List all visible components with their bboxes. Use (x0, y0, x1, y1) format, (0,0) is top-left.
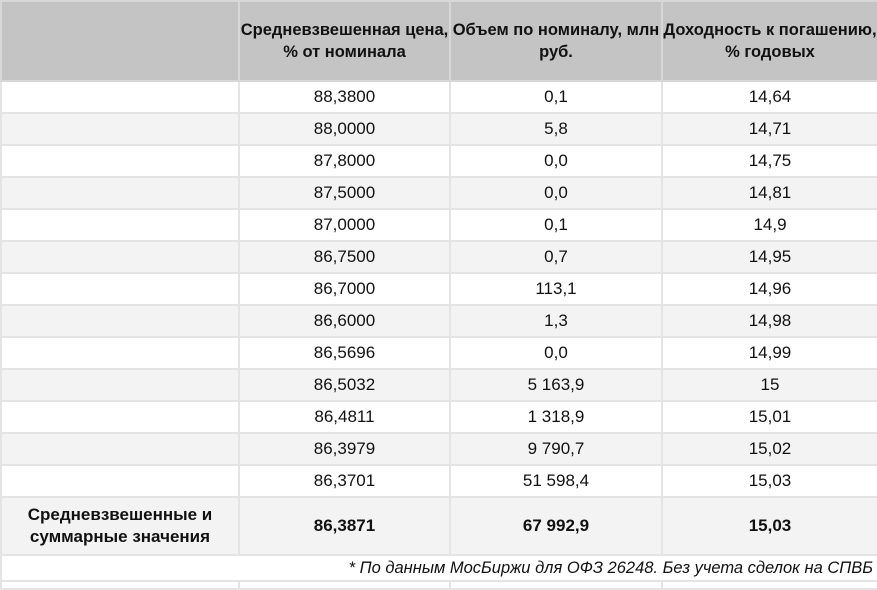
row-label (0, 208, 240, 242)
cell-price: 88,0000 (238, 112, 451, 146)
table-row: 88,0000 5,8 14,71 (0, 112, 877, 146)
cell-yield: 14,71 (661, 112, 877, 146)
total-price: 86,3871 (238, 496, 451, 556)
cell-price: 87,0000 (238, 208, 451, 242)
cell-volume: 0,0 (449, 176, 663, 210)
table-row: 86,5696 0,0 14,99 (0, 336, 877, 370)
table-row: 86,6000 1,3 14,98 (0, 304, 877, 338)
table-row: 87,5000 0,0 14,81 (0, 176, 877, 210)
cell-volume: 0,0 (449, 144, 663, 178)
cell-yield: 14,98 (661, 304, 877, 338)
cell-price: 86,7000 (238, 272, 451, 306)
row-label (0, 464, 240, 498)
cell-price: 86,3979 (238, 432, 451, 466)
cell-price: 86,5696 (238, 336, 451, 370)
row-label (0, 272, 240, 306)
cell-volume: 5,8 (449, 112, 663, 146)
cell-price: 87,5000 (238, 176, 451, 210)
cell-volume: 5 163,9 (449, 368, 663, 402)
cell-yield: 14,99 (661, 336, 877, 370)
cell-volume: 1,3 (449, 304, 663, 338)
table-row: 86,3979 9 790,7 15,02 (0, 432, 877, 466)
cell-volume: 9 790,7 (449, 432, 663, 466)
total-label: Средневзвешенные и суммарные значения (0, 496, 240, 556)
row-label (0, 240, 240, 274)
cell-volume: 1 318,9 (449, 400, 663, 434)
cell-volume: 0,0 (449, 336, 663, 370)
footnote: * По данным МосБиржи для ОФЗ 26248. Без … (0, 554, 877, 582)
header-price: Средневзвешенная цена, % от номинала (238, 0, 451, 82)
cell-yield: 15,02 (661, 432, 877, 466)
cell-volume: 0,1 (449, 208, 663, 242)
cell-price: 86,4811 (238, 400, 451, 434)
row-label (0, 80, 240, 114)
header-blank (0, 0, 240, 82)
table-row: 86,7000 113,1 14,96 (0, 272, 877, 306)
cell-yield: 15,03 (661, 464, 877, 498)
row-label (0, 144, 240, 178)
cell-volume: 113,1 (449, 272, 663, 306)
table-row: 87,8000 0,0 14,75 (0, 144, 877, 178)
header-yield: Доходность к погашению, % годовых (661, 0, 877, 82)
row-label (0, 368, 240, 402)
cell-yield: 14,95 (661, 240, 877, 274)
cell-yield: 15,01 (661, 400, 877, 434)
table-row: 86,3701 51 598,4 15,03 (0, 464, 877, 498)
cell-yield: 14,64 (661, 80, 877, 114)
cell-yield: 14,75 (661, 144, 877, 178)
footnote-row: * По данным МосБиржи для ОФЗ 26248. Без … (0, 554, 877, 582)
row-label (0, 176, 240, 210)
cell-price: 86,5032 (238, 368, 451, 402)
table-row: 88,3800 0,1 14,64 (0, 80, 877, 114)
cell-yield: 14,81 (661, 176, 877, 210)
total-row: Средневзвешенные и суммарные значения 86,… (0, 496, 877, 556)
row-label (0, 304, 240, 338)
table-row: 86,5032 5 163,9 15 (0, 368, 877, 402)
cell-price: 86,3701 (238, 464, 451, 498)
cell-price: 87,8000 (238, 144, 451, 178)
table-row: 87,0000 0,1 14,9 (0, 208, 877, 242)
table-row: 86,7500 0,7 14,95 (0, 240, 877, 274)
cell-price: 86,7500 (238, 240, 451, 274)
row-label (0, 112, 240, 146)
cell-price: 86,6000 (238, 304, 451, 338)
cell-volume: 0,1 (449, 80, 663, 114)
row-label (0, 432, 240, 466)
cell-yield: 14,9 (661, 208, 877, 242)
total-yield: 15,03 (661, 496, 877, 556)
row-label (0, 400, 240, 434)
cell-yield: 15 (661, 368, 877, 402)
cell-price: 88,3800 (238, 80, 451, 114)
row-label (0, 336, 240, 370)
table-row: 86,4811 1 318,9 15,01 (0, 400, 877, 434)
cell-volume: 0,7 (449, 240, 663, 274)
header-volume: Объем по номиналу, млн руб. (449, 0, 663, 82)
total-volume: 67 992,9 (449, 496, 663, 556)
cell-volume: 51 598,4 (449, 464, 663, 498)
cell-yield: 14,96 (661, 272, 877, 306)
header-row: Средневзвешенная цена, % от номинала Объ… (0, 0, 877, 82)
